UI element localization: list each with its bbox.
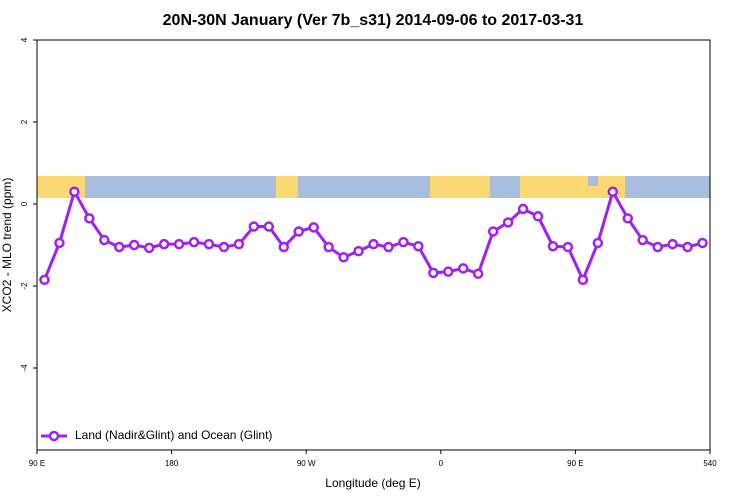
point <box>489 227 497 235</box>
point <box>594 239 602 247</box>
point <box>250 223 258 231</box>
point <box>444 268 452 276</box>
y-tick-label: 4 <box>20 37 29 42</box>
point <box>40 276 48 284</box>
point <box>429 269 437 277</box>
point <box>699 239 707 247</box>
y-tick-label: -4 <box>20 364 29 372</box>
point <box>145 244 153 252</box>
point <box>459 264 467 272</box>
point <box>190 238 198 246</box>
y-tick-label: 2 <box>20 119 29 124</box>
point <box>295 227 303 235</box>
x-tick-label: 540 <box>703 459 717 468</box>
x-tick-label: 180 <box>165 459 179 468</box>
point <box>474 270 482 278</box>
chart-title: 20N-30N January (Ver 7b_s31) 2014-09-06 … <box>163 12 584 29</box>
point <box>355 247 363 255</box>
series-line <box>44 192 702 280</box>
point <box>579 276 587 284</box>
chart: 20N-30N January (Ver 7b_s31) 2014-09-06 … <box>0 0 750 500</box>
point <box>654 243 662 251</box>
point <box>340 253 348 261</box>
point <box>55 239 63 247</box>
point <box>624 214 632 222</box>
point <box>399 238 407 246</box>
point <box>609 188 617 196</box>
point <box>265 223 273 231</box>
x-axis-label: Longitude (deg E) <box>325 476 420 490</box>
point <box>310 223 318 231</box>
point <box>549 242 557 250</box>
legend-marker <box>50 432 58 440</box>
y-tick-label: 0 <box>20 201 29 206</box>
point <box>205 240 213 248</box>
point <box>370 240 378 248</box>
point <box>564 243 572 251</box>
y-tick-label: -2 <box>20 282 29 290</box>
x-tick-label: 90 E <box>567 459 583 468</box>
point <box>639 236 647 244</box>
x-tick-label: 0 <box>439 459 444 468</box>
point <box>414 242 422 250</box>
point <box>220 243 228 251</box>
point <box>325 243 333 251</box>
point <box>235 240 243 248</box>
point <box>175 240 183 248</box>
point <box>85 214 93 222</box>
x-tick-label: 90 W <box>297 459 316 468</box>
point <box>70 188 78 196</box>
x-tick-label: 90 E <box>29 459 45 468</box>
point <box>160 240 168 248</box>
point <box>115 243 123 251</box>
point <box>130 241 138 249</box>
y-axis-label: XCO2 - MLO trend (ppm) <box>0 178 14 313</box>
legend-label: Land (Nadir&Glint) and Ocean (Glint) <box>75 428 272 442</box>
point <box>519 205 527 213</box>
point <box>669 240 677 248</box>
point <box>684 243 692 251</box>
point <box>280 243 288 251</box>
point <box>100 236 108 244</box>
point <box>384 243 392 251</box>
point <box>504 218 512 226</box>
point <box>534 212 542 220</box>
